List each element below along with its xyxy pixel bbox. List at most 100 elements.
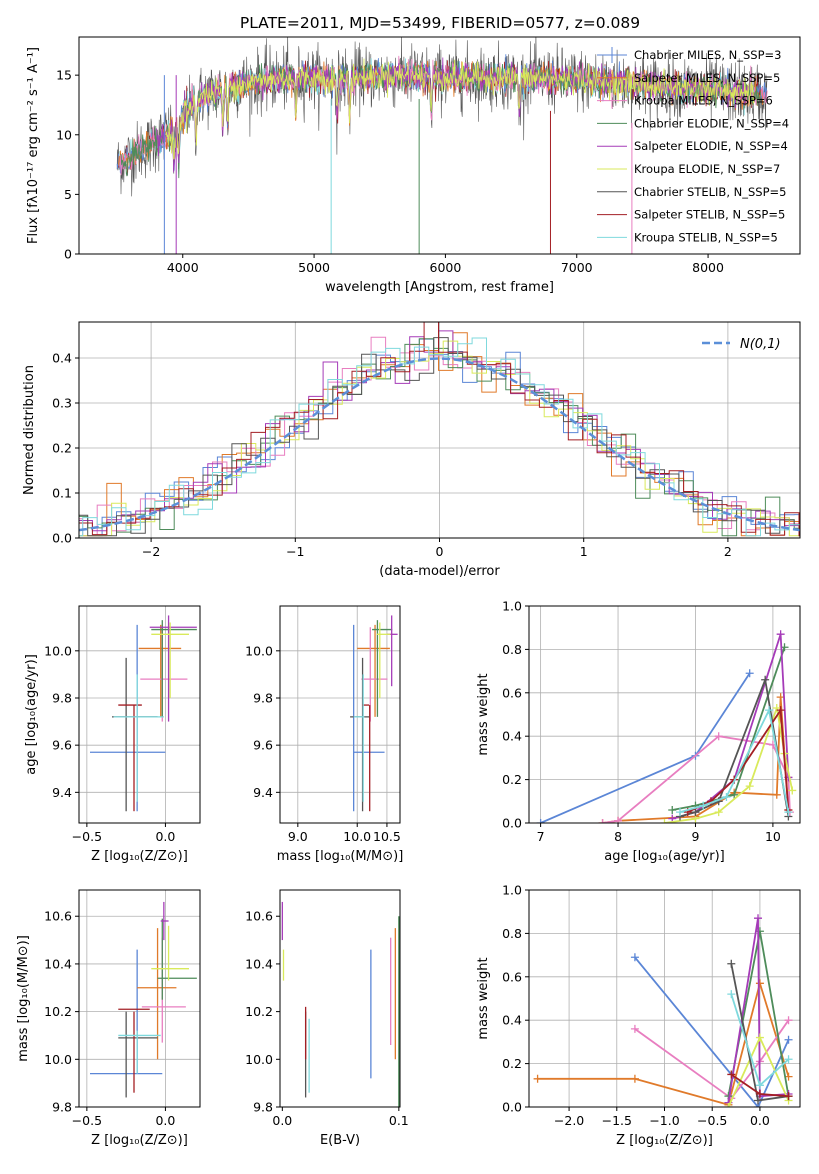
y-tick-label: 9.8 xyxy=(52,1100,72,1115)
x-tick-label: 10.0 xyxy=(343,829,371,844)
axes-frame xyxy=(78,321,801,539)
age-weight-panel: 7 8 9 10 0.0 0.2 0.4 0.6 0.8 1.0 age [log₁₀(age/yr… xyxy=(476,599,801,864)
y-tick-label: 0.2 xyxy=(52,441,72,456)
legend-label: Kroupa STELIB, N_SSP=5 xyxy=(634,230,778,244)
y-tick-label: 0.2 xyxy=(502,772,522,787)
y-tick-label: 9.6 xyxy=(253,738,273,753)
weight-marker-salpeter-miles xyxy=(772,790,781,799)
y-tick-label: 0.6 xyxy=(502,685,522,700)
x-tick-label: 6000 xyxy=(430,260,462,275)
y-tick-label: 0 xyxy=(64,247,72,262)
weight-marker-kroupa-elodie xyxy=(788,786,797,795)
weight-marker-salpeter-stelib xyxy=(755,1089,764,1098)
spectrum-panel: 4000 5000 6000 7000 8000 0 5 10 15 wavelength [An… xyxy=(26,36,801,295)
normal-reference-curve xyxy=(79,357,800,532)
legend-label: Salpeter MILES, N_SSP=5 xyxy=(634,71,780,85)
y-tick-label: 0.8 xyxy=(502,642,522,657)
legend-label: Salpeter STELIB, N_SSP=5 xyxy=(634,208,785,222)
x-tick-label: −0.5 xyxy=(72,829,102,844)
y-tick-label: 0.0 xyxy=(52,531,72,546)
ebv-mass-panel: 0.0 0.1 9.8 10.0 10.2 10.4 10.6 E(B-V) xyxy=(245,889,409,1148)
y-axis-label: Flux [fλ10⁻¹⁷ erg cm⁻² s⁻¹ A⁻¹] xyxy=(26,47,41,244)
histogram-salpeter-elodie xyxy=(79,330,800,532)
weight-marker-kroupa-elodie xyxy=(724,1103,733,1107)
y-axis-label: mass [log₁₀(M/M⊙)] xyxy=(16,935,31,1062)
y-axis-label: age [log₁₀(age/yr)] xyxy=(24,654,39,775)
x-tick-label: −2.0 xyxy=(554,1113,584,1128)
x-axis-label: mass [log₁₀(M/M⊙)] xyxy=(277,849,404,864)
x-axis-label: age [log₁₀(age/yr)] xyxy=(604,849,725,864)
axes-frame xyxy=(279,605,401,824)
y-tick-label: 9.8 xyxy=(253,1100,273,1115)
y-tick-label: 9.6 xyxy=(52,738,72,753)
weight-marker-kroupa-elodie xyxy=(660,819,669,823)
y-axis-label: Normed distribution xyxy=(22,365,37,495)
y-axis-label: mass weight xyxy=(476,957,491,1039)
z-age-panel: −0.5 0.0 9.4 9.6 9.8 10.0 Z [log₁₀(Z/Z⊙)] age [… xyxy=(24,605,201,864)
x-tick-label: 4000 xyxy=(167,260,199,275)
y-tick-label: 10 xyxy=(56,127,72,142)
x-tick-label: 5000 xyxy=(298,260,330,275)
residuals-panel: −2 −1 0 1 2 0.0 0.1 0.2 0.3 0.4 (data-model)/error… xyxy=(22,321,801,579)
y-tick-label: 0.4 xyxy=(52,351,72,366)
weight-marker-kroupa-elodie xyxy=(745,782,754,791)
figure-title: PLATE=2011, MJD=53499, FIBERID=0577, z=0… xyxy=(240,14,640,32)
x-tick-label: 10.5 xyxy=(373,829,401,844)
weight-marker-kroupa-miles xyxy=(614,816,623,823)
axes-frame xyxy=(78,605,201,824)
weight-marker-chabrier-stelib xyxy=(727,959,736,968)
x-axis-label: Z [log₁₀(Z/Z⊙)] xyxy=(91,1133,188,1148)
histogram-kroupa-elodie xyxy=(79,340,800,537)
x-tick-label: 0 xyxy=(436,544,444,559)
weight-marker-kroupa-miles xyxy=(714,732,723,741)
x-tick-label: 10 xyxy=(765,829,781,844)
weight-marker-salpeter-miles xyxy=(630,1074,639,1083)
legend-label: Salpeter ELODIE, N_SSP=4 xyxy=(634,139,788,153)
x-tick-label: 0.1 xyxy=(389,1113,409,1128)
weight-marker-salpeter-stelib xyxy=(776,706,785,715)
axes-frame xyxy=(528,605,801,824)
axes-frame xyxy=(78,889,201,1108)
weight-line-kroupa-miles xyxy=(634,1019,790,1100)
weight-marker-kroupa-miles xyxy=(784,1016,793,1025)
weight-line-chabrier-miles xyxy=(634,956,790,1107)
weight-marker-salpeter-stelib xyxy=(727,1070,736,1079)
weight-marker-kroupa-stelib xyxy=(784,808,793,817)
y-axis-label: mass weight xyxy=(476,673,491,755)
x-tick-label: 2 xyxy=(724,544,732,559)
histogram-chabrier-stelib xyxy=(79,337,800,537)
axes-frame xyxy=(78,36,801,255)
x-tick-label: 0.0 xyxy=(155,1113,175,1128)
x-tick-label: 8000 xyxy=(692,260,724,275)
weight-marker-kroupa-elodie xyxy=(714,808,723,817)
y-tick-label: 0.1 xyxy=(52,486,72,501)
y-tick-label: 0.4 xyxy=(502,1013,522,1028)
x-tick-label: −2 xyxy=(142,544,160,559)
axes-frame xyxy=(528,889,801,1108)
weight-marker-kroupa-miles xyxy=(630,1024,639,1033)
weight-marker-chabrier-elodie xyxy=(730,790,739,799)
weight-marker-chabrier-stelib xyxy=(761,675,770,684)
weight-line-salpeter-elodie xyxy=(727,918,789,1103)
x-tick-label: −0.5 xyxy=(72,1113,102,1128)
y-tick-label: 10.2 xyxy=(44,1004,72,1019)
weight-marker-kroupa-stelib xyxy=(675,808,684,817)
histogram-kroupa-stelib xyxy=(79,337,800,537)
y-tick-label: 5 xyxy=(64,187,72,202)
y-tick-label: 10.0 xyxy=(44,1052,72,1067)
x-tick-label: −1.5 xyxy=(602,1113,632,1128)
x-tick-label: −1 xyxy=(286,544,304,559)
weight-line-salpeter-miles xyxy=(537,979,790,1106)
y-tick-label: 0.8 xyxy=(502,926,522,941)
axes-frame xyxy=(279,889,401,1108)
x-axis-label: wavelength [Angstrom, rest frame] xyxy=(325,280,554,295)
y-tick-label: 10.0 xyxy=(245,643,273,658)
y-tick-label: 10.6 xyxy=(44,909,72,924)
x-axis-label: Z [log₁₀(Z/Z⊙)] xyxy=(91,849,188,864)
y-tick-label: 10.4 xyxy=(44,956,72,971)
legend-label: Chabrier MILES, N_SSP=3 xyxy=(634,48,781,62)
weight-marker-chabrier-elodie xyxy=(668,805,677,814)
weight-marker-chabrier-miles xyxy=(784,1035,793,1044)
